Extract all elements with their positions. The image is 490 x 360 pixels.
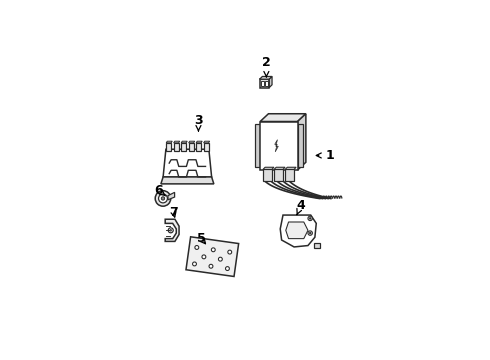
Polygon shape [203,141,210,143]
Polygon shape [274,167,285,170]
Circle shape [161,197,165,200]
Circle shape [193,262,196,266]
Circle shape [195,246,199,249]
Polygon shape [275,140,278,152]
Circle shape [228,250,232,254]
Polygon shape [260,122,297,170]
Text: 7: 7 [169,206,178,219]
Polygon shape [255,124,260,167]
Polygon shape [166,141,172,143]
Polygon shape [260,79,270,87]
Circle shape [170,229,172,231]
Circle shape [155,191,171,206]
Circle shape [159,194,168,203]
Polygon shape [173,141,180,143]
Polygon shape [285,167,296,170]
Circle shape [168,228,173,233]
Polygon shape [166,143,171,150]
Polygon shape [297,114,306,170]
Polygon shape [263,170,272,181]
Circle shape [211,248,215,252]
Polygon shape [270,76,272,87]
Polygon shape [263,167,274,170]
Polygon shape [186,237,239,276]
Text: 2: 2 [262,56,271,77]
Text: 1: 1 [316,149,335,162]
Circle shape [202,255,206,259]
Polygon shape [189,143,194,150]
Circle shape [225,267,229,270]
Polygon shape [163,149,212,177]
Polygon shape [260,76,272,79]
Polygon shape [161,177,214,184]
Polygon shape [286,222,308,239]
Polygon shape [297,124,302,167]
Circle shape [309,232,311,234]
Polygon shape [165,219,179,242]
Polygon shape [181,141,187,143]
Circle shape [309,217,311,219]
Polygon shape [260,114,306,122]
Circle shape [219,257,222,261]
Polygon shape [265,81,268,86]
Polygon shape [196,141,202,143]
Text: 3: 3 [194,114,203,131]
Polygon shape [203,143,209,150]
Circle shape [308,231,313,235]
Circle shape [308,216,313,221]
Polygon shape [274,170,283,181]
Polygon shape [168,192,174,200]
Text: 6: 6 [154,184,166,197]
Polygon shape [196,143,201,150]
Polygon shape [181,143,186,150]
Polygon shape [261,81,264,86]
Polygon shape [285,170,294,181]
Polygon shape [173,143,179,150]
Polygon shape [189,141,195,143]
Circle shape [209,264,213,268]
Polygon shape [314,243,320,248]
Text: 4: 4 [296,199,305,215]
Polygon shape [280,215,316,247]
Text: 5: 5 [197,232,206,245]
